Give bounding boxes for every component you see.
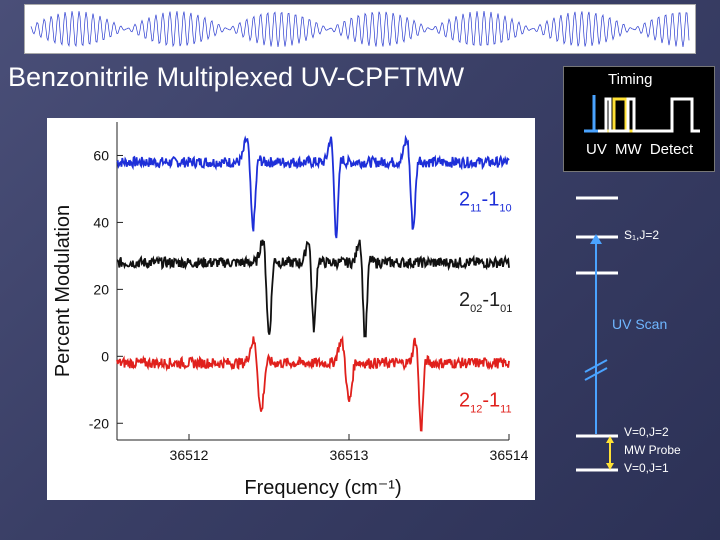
x-tick-label: 36514	[490, 447, 529, 463]
level-label-s1: S₁,J=2	[624, 228, 660, 242]
timing-label-uv: UV	[586, 141, 607, 158]
series-label-0: 211-110	[459, 189, 512, 215]
x-axis-label: Frequency (cm⁻¹)	[244, 477, 401, 499]
spectrum-chart: -20 0 20 40 60 36512 36513 36514 Frequency (cm⁻¹…	[52, 122, 529, 499]
x-tick-label: 36513	[330, 447, 369, 463]
mw-probe-label: MW Probe	[624, 443, 681, 457]
series-label-1: 202-101	[459, 289, 512, 315]
timing-labels: UV MW Detect	[586, 141, 693, 158]
mw-probe-arrowhead-down	[606, 463, 614, 470]
uv-scan-arrowhead	[590, 234, 602, 244]
series-label-2: 212-111	[459, 390, 512, 416]
header-waveform	[30, 11, 690, 48]
energy-level-diagram	[576, 196, 618, 472]
page-title: Benzonitrile Multiplexed UV-CPFTMW	[8, 62, 465, 92]
y-tick-label: 60	[93, 147, 109, 163]
y-axis-label: Percent Modulation	[52, 205, 74, 377]
detect-pulse	[598, 97, 700, 133]
header-spectrum-banner	[24, 4, 696, 54]
timing-panel: Timing UV MW Detect	[563, 66, 715, 172]
timing-label-detect: Detect	[649, 141, 694, 158]
timing-label-mw: MW	[615, 141, 642, 158]
axis-break-mark-1	[584, 359, 608, 373]
y-tick-label: 20	[93, 281, 109, 297]
y-tick-label: -20	[89, 415, 109, 431]
timing-title: Timing	[608, 71, 653, 88]
level-label-v0j2: V=0,J=2	[624, 425, 669, 439]
level-label-v0j1: V=0,J=1	[624, 461, 669, 475]
series-line-2	[116, 335, 510, 432]
timing-diagram	[584, 95, 700, 133]
spectrum-chart-panel: -20 0 20 40 60 36512 36513 36514 Frequency (cm⁻¹…	[47, 118, 535, 500]
series-line-1	[116, 239, 510, 338]
banner-wave-path	[30, 11, 690, 48]
series-line-0	[116, 134, 510, 239]
y-tick-label: 40	[93, 214, 109, 230]
axis-break-mark-2	[584, 367, 608, 381]
uv-pulse	[584, 95, 602, 133]
mw-probe-arrowhead-up	[606, 436, 614, 443]
x-tick-label: 36512	[170, 447, 209, 463]
y-tick-label: 0	[101, 348, 109, 364]
uv-scan-label: UV Scan	[612, 316, 668, 332]
